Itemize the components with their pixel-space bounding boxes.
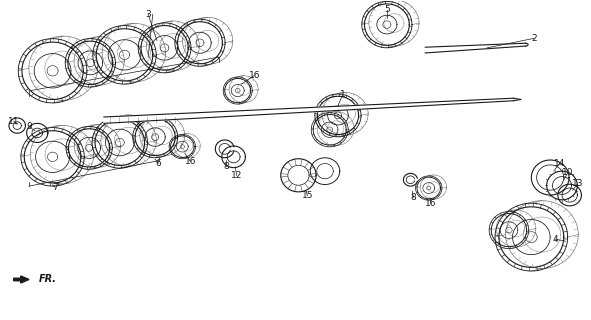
Text: 16: 16 [185,157,196,166]
Polygon shape [104,98,514,123]
FancyArrow shape [14,276,29,283]
Text: 6: 6 [156,159,161,168]
Text: 7: 7 [52,183,58,192]
Text: 5: 5 [384,5,390,14]
Text: 12: 12 [231,171,242,180]
Text: 16: 16 [426,199,437,208]
Text: 8: 8 [411,193,416,202]
Text: 15: 15 [301,191,313,200]
Text: 2: 2 [531,34,537,43]
Text: FR.: FR. [39,275,57,284]
Text: 3: 3 [145,10,151,19]
Text: 11: 11 [8,116,20,126]
Text: 8: 8 [223,162,229,171]
Text: 10: 10 [562,168,574,177]
Text: 14: 14 [554,159,566,168]
Text: 13: 13 [571,180,583,188]
Text: 1: 1 [340,90,346,99]
Text: 9: 9 [26,122,32,131]
Text: 16: 16 [248,71,260,80]
Text: 4: 4 [552,235,558,244]
